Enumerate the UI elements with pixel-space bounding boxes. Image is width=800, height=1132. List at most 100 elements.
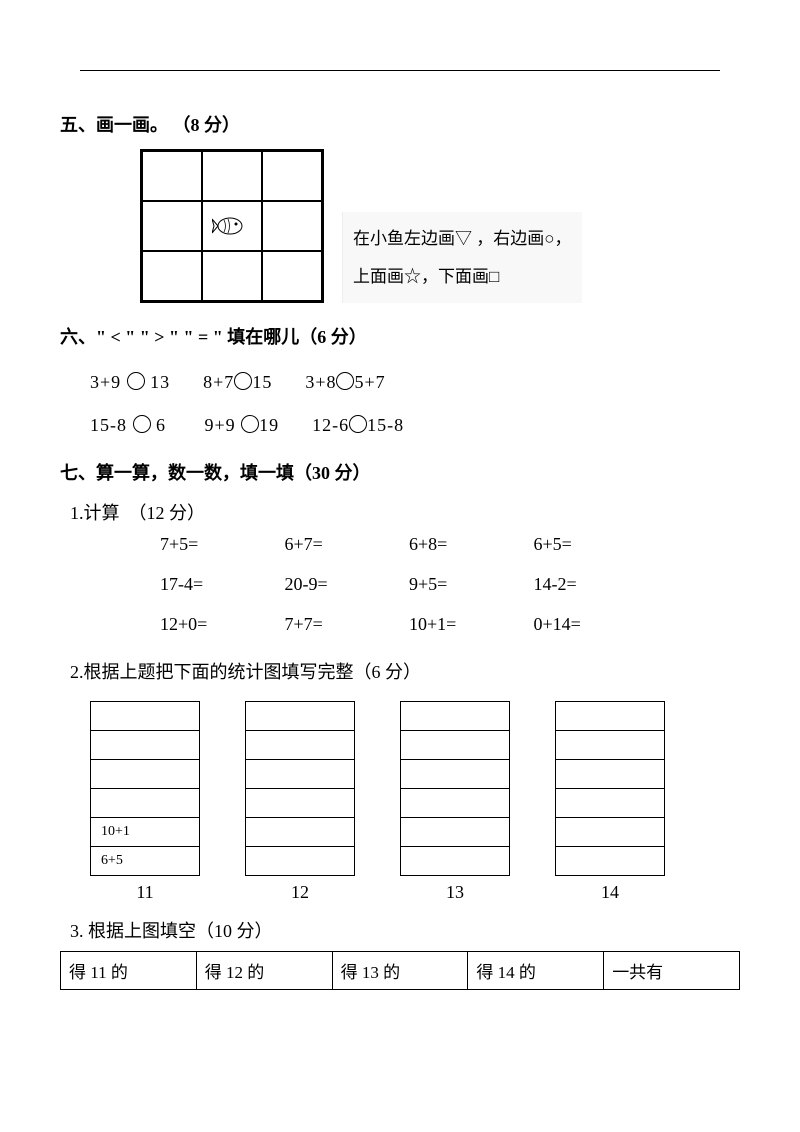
q7-1-problems: 7+5= 6+7= 6+8= 6+5= 17-4= 20-9= 9+5= 14-… [160, 525, 740, 644]
stat-stack [245, 702, 355, 876]
calc-item[interactable]: 20-9= [285, 565, 405, 605]
stat-col-12: 12 [245, 702, 355, 903]
stat-cell[interactable] [400, 788, 510, 818]
fish-icon [212, 213, 252, 239]
calc-row: 12+0= 7+7= 10+1= 0+14= [160, 605, 740, 645]
q7-3-title: 3. 根据上图填空（10 分） [70, 917, 740, 943]
expr: 6 [151, 415, 167, 435]
stat-cell[interactable] [555, 759, 665, 789]
stat-label: 13 [446, 882, 464, 903]
calc-item[interactable]: 0+14= [534, 605, 654, 645]
stat-cell[interactable]: 10+1 [90, 817, 200, 847]
stat-cell[interactable] [555, 701, 665, 731]
stat-cell[interactable] [400, 701, 510, 731]
grid-cell[interactable] [262, 251, 322, 301]
calc-item[interactable]: 7+7= [285, 605, 405, 645]
stat-cell[interactable]: 6+5 [90, 846, 200, 876]
stat-cell[interactable] [90, 759, 200, 789]
worksheet-page: 五、画一画。 （8 分） 在小鱼左边画▽ ，右边画○， [0, 0, 800, 1050]
q7-title: 七、算一算，数一数，填一填（30 分） [60, 459, 740, 485]
table-row: 得 11 的 得 12 的 得 13 的 得 14 的 一共有 [61, 952, 740, 990]
q6-title: 六、" < " " > " " = " 填在哪儿（6 分） [60, 323, 740, 349]
stat-cell[interactable] [245, 730, 355, 760]
stat-cell[interactable] [555, 846, 665, 876]
q7-2-title: 2.根据上题把下面的统计图填写完整（6 分） [70, 658, 740, 684]
q5-content: 在小鱼左边画▽ ，右边画○， 上面画☆，下面画□ [140, 149, 740, 303]
grid-cell[interactable] [262, 151, 322, 201]
compare-blank[interactable] [127, 372, 145, 390]
q5-instr-line1: 在小鱼左边画▽ ，右边画○， [353, 220, 572, 257]
stat-cell[interactable] [555, 817, 665, 847]
stat-cell[interactable] [400, 817, 510, 847]
stat-label: 11 [136, 882, 153, 903]
compare-blank[interactable] [133, 415, 151, 433]
stat-col-13: 13 [400, 702, 510, 903]
grid-cell[interactable] [142, 201, 202, 251]
stat-cell[interactable] [245, 788, 355, 818]
calc-item[interactable]: 9+5= [409, 565, 529, 605]
table-header: 得 13 的 [332, 952, 468, 990]
expr: 9+9 [205, 415, 242, 435]
table-header: 得 11 的 [61, 952, 197, 990]
calc-item[interactable]: 12+0= [160, 605, 280, 645]
compare-blank[interactable] [241, 415, 259, 433]
q5-title: 五、画一画。 （8 分） [60, 111, 740, 137]
stat-cell[interactable] [90, 788, 200, 818]
stat-col-11: 10+1 6+5 11 [90, 702, 200, 903]
q5-grid[interactable] [140, 149, 324, 303]
calc-item[interactable]: 14-2= [534, 565, 654, 605]
q7-3-table: 得 11 的 得 12 的 得 13 的 得 14 的 一共有 [60, 951, 740, 990]
expr: 3+8 [305, 372, 336, 392]
stat-cell[interactable] [400, 759, 510, 789]
stat-col-14: 14 [555, 702, 665, 903]
calc-item[interactable]: 6+7= [285, 525, 405, 565]
stat-label: 12 [291, 882, 309, 903]
grid-cell[interactable] [262, 201, 322, 251]
compare-blank[interactable] [234, 372, 252, 390]
q6-problems: 3+9 13 8+7 15 3+8 5+7 15-8 6 9+9 19 12-6 15… [90, 361, 740, 447]
q7-1-title: 1.计算 （12 分） [70, 499, 740, 525]
stat-label: 14 [601, 882, 619, 903]
stat-cell[interactable] [90, 730, 200, 760]
stat-stack [555, 702, 665, 876]
grid-cell[interactable] [142, 151, 202, 201]
stat-cell[interactable] [245, 846, 355, 876]
expr: 15-8 [90, 415, 133, 435]
expr: 8+7 [203, 372, 234, 392]
calc-item[interactable]: 6+5= [534, 525, 654, 565]
compare-blank[interactable] [349, 415, 367, 433]
calc-item[interactable]: 6+8= [409, 525, 529, 565]
calc-item[interactable]: 7+5= [160, 525, 280, 565]
expr: 5+7 [354, 372, 385, 392]
q5-instr-line2: 上面画☆，下面画□ [353, 258, 572, 295]
grid-cell[interactable] [142, 251, 202, 301]
expr: 12-6 [312, 415, 349, 435]
calc-item[interactable]: 10+1= [409, 605, 529, 645]
grid-cell[interactable] [202, 151, 262, 201]
stat-cell[interactable] [245, 817, 355, 847]
q5-instruction: 在小鱼左边画▽ ，右边画○， 上面画☆，下面画□ [342, 212, 582, 303]
stat-stack [400, 702, 510, 876]
calc-item[interactable]: 17-4= [160, 565, 280, 605]
table-header: 得 14 的 [468, 952, 604, 990]
stat-cell[interactable] [400, 730, 510, 760]
compare-blank[interactable] [336, 372, 354, 390]
expr: 19 [259, 415, 279, 435]
stat-cell[interactable] [245, 701, 355, 731]
top-rule [80, 70, 720, 71]
expr: 15 [252, 372, 272, 392]
stat-cell[interactable] [245, 759, 355, 789]
calc-row: 17-4= 20-9= 9+5= 14-2= [160, 565, 740, 605]
expr: 15-8 [367, 415, 404, 435]
stat-cell[interactable] [555, 730, 665, 760]
stat-stack: 10+1 6+5 [90, 702, 200, 876]
grid-cell[interactable] [202, 251, 262, 301]
expr: 3+9 [90, 372, 127, 392]
stat-cell[interactable] [90, 701, 200, 731]
table-header: 一共有 [604, 952, 740, 990]
expr: 13 [145, 372, 171, 392]
stat-cell[interactable] [555, 788, 665, 818]
stat-cell[interactable] [400, 846, 510, 876]
q7-2-chart: 10+1 6+5 11 12 [90, 702, 740, 903]
q6-row1: 3+9 13 8+7 15 3+8 5+7 [90, 361, 740, 404]
